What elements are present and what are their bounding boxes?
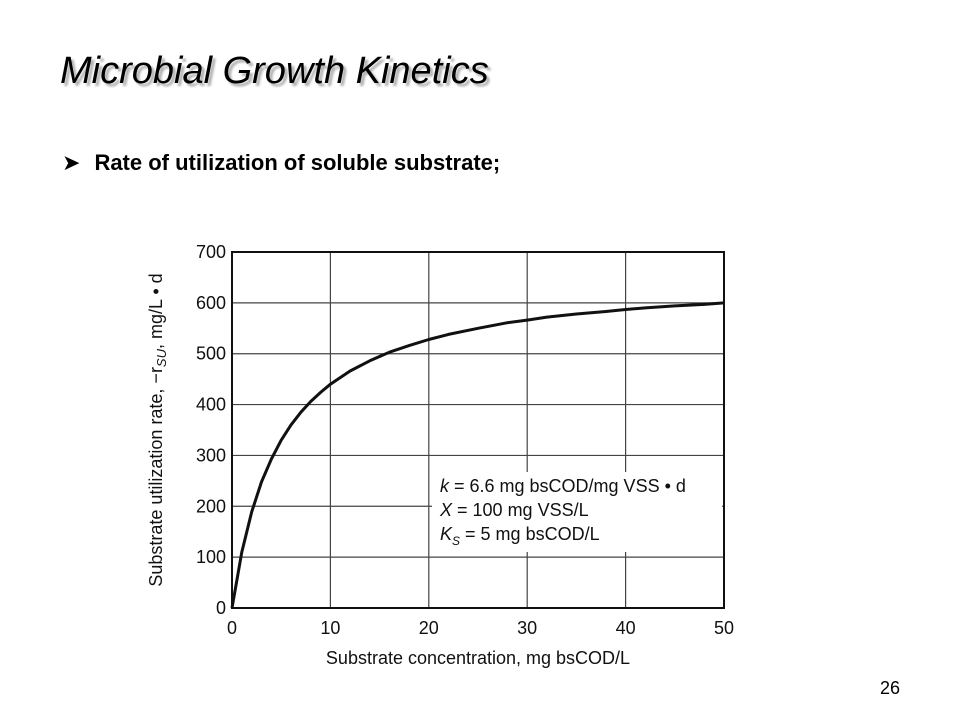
x-tick-label: 20 bbox=[419, 618, 439, 638]
chart-annotations: k = 6.6 mg bsCOD/mg VSS • d X = 100 mg VS… bbox=[439, 476, 686, 548]
y-tick-label: 300 bbox=[196, 445, 226, 465]
y-tick-label: 600 bbox=[196, 293, 226, 313]
page-number: 26 bbox=[880, 678, 901, 698]
y-axis-label-units: , mg/L • d bbox=[146, 273, 166, 349]
y-tick-label: 0 bbox=[216, 598, 226, 618]
annotation-background bbox=[432, 472, 722, 552]
y-tick-label: 100 bbox=[196, 547, 226, 567]
y-tick-label: 200 bbox=[196, 496, 226, 516]
substrate-utilization-curve bbox=[230, 301, 725, 609]
chart: 0 10 20 30 40 50 0 100 200 300 400 500 600 700 Substr… bbox=[140, 230, 760, 670]
chart-grid bbox=[231, 251, 725, 609]
slide-title: Microbial Growth Kinetics bbox=[60, 50, 489, 92]
y-axis-label-main: Substrate utilization rate, −r bbox=[146, 367, 166, 587]
x-axis-label: Substrate concentration, mg bsCOD/L bbox=[326, 648, 630, 668]
x-tick-label: 10 bbox=[320, 618, 340, 638]
chart-series bbox=[230, 301, 725, 609]
x-tick-label: 40 bbox=[616, 618, 636, 638]
x-tick-label: 30 bbox=[517, 618, 537, 638]
plot-frame bbox=[231, 251, 725, 609]
parameter-annotation: X = 100 mg VSS/L bbox=[439, 500, 589, 520]
x-tick-label: 50 bbox=[714, 618, 734, 638]
y-axis-label: Substrate utilization rate, −rSU, mg/L •… bbox=[146, 273, 169, 586]
bullet-item: ➤ Rate of utilization of soluble substra… bbox=[62, 150, 500, 176]
arrow-bullet-icon: ➤ bbox=[62, 150, 81, 175]
y-axis-label-subscript: SU bbox=[154, 348, 169, 367]
parameter-annotation: k = 6.6 mg bsCOD/mg VSS • d bbox=[440, 476, 686, 496]
x-tick-label: 0 bbox=[227, 618, 237, 638]
parameter-annotation: KS = 5 mg bsCOD/L bbox=[440, 524, 600, 548]
y-tick-label: 500 bbox=[196, 344, 226, 364]
bullet-text: Rate of utilization of soluble substrate… bbox=[94, 150, 501, 175]
y-tick-label: 400 bbox=[196, 395, 226, 415]
y-tick-label: 700 bbox=[196, 242, 226, 262]
